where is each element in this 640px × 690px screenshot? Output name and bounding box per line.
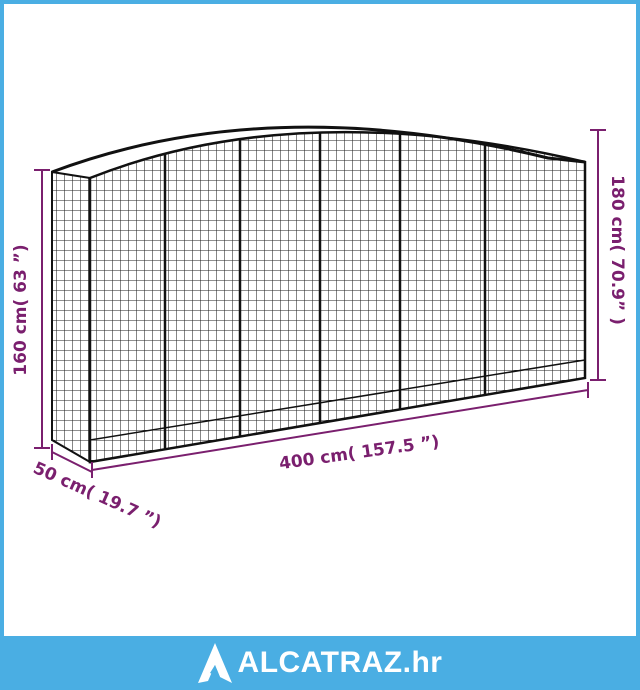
brand-footer: ALCATRAZ.hr [0, 636, 640, 690]
gabion-partitions [90, 132, 585, 460]
height-left-line [34, 169, 50, 449]
height-left-label: 160 cm( 63 ”) [11, 244, 31, 375]
length-label: 400 cm( 157.5 ”) [278, 432, 441, 474]
dimension-lines [34, 129, 606, 478]
brand-name: ALCATRAZ.hr [237, 646, 443, 679]
height-right-line [590, 129, 606, 381]
alcatraz-a-logo-icon [197, 643, 232, 683]
gabion-basket [51, 125, 587, 464]
depth-line [51, 444, 93, 473]
gabion-side-face [51, 170, 91, 464]
gabion-dimension-diagram: 160 cm( 63 ”) 180 cm( 70.9” ) 400 cm( 15… [11, 125, 627, 533]
gabion-top-edge [51, 125, 586, 174]
length-line [91, 382, 589, 478]
height-right-label: 180 cm( 70.9” ) [607, 175, 627, 325]
